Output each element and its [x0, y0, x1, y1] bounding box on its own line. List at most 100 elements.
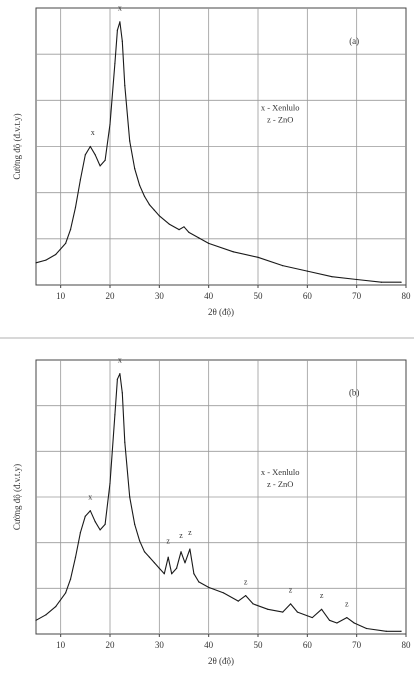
xrd-chart-a-svg: 10 20 30 40 50 60 70 80 x x (a) x - Xenlulo z - ZnO 2… [12, 4, 412, 317]
chart-b-data-point [167, 556, 169, 558]
chart-b-peak-label-x: x [118, 355, 122, 364]
chart-a-data-point [232, 251, 234, 253]
chart-b-peak-label-z: z [188, 528, 192, 537]
chart-a-data-point [282, 265, 284, 267]
chart-a-data-point [129, 140, 131, 142]
chart-b-data-point [163, 573, 165, 575]
chart-a-data-point [124, 84, 126, 87]
chart-a-data-point [94, 154, 96, 156]
chart-b-data-point [245, 595, 247, 597]
chart-b-data-point [35, 619, 37, 621]
chart-a-xtick-label-80: 80 [402, 291, 412, 301]
chart-a-xtick-label-70: 70 [352, 291, 362, 301]
chart-b-data-point [99, 529, 101, 531]
chart-b-data-point [171, 573, 173, 575]
xrd-chart-b: 10 20 30 40 50 60 70 80 x x z z z z z z z (b) x - Xenlulo z… [0, 342, 414, 684]
chart-a-data-point [198, 237, 200, 239]
chart-b-data-point [321, 608, 323, 610]
chart-a-data-point [178, 229, 180, 231]
chart-a-xtick-label-40: 40 [204, 291, 214, 301]
chart-a-xtick-label-10: 10 [56, 291, 66, 301]
chart-b-xtick-label-80: 80 [402, 640, 412, 650]
chart-b-data-point [124, 441, 126, 443]
chart-b-data-point [189, 548, 191, 550]
chart-b-xtick-label-40: 40 [204, 640, 214, 650]
chart-b-data-point [193, 573, 195, 575]
chart-a-data-point [380, 281, 382, 283]
chart-b-data-point [353, 622, 355, 624]
chart-b-data-point [180, 551, 182, 553]
chart-b-data-point [184, 562, 186, 564]
chart-b-xtick-label-60: 60 [303, 640, 313, 650]
chart-b-data-point [328, 619, 331, 621]
chart-a-data-point [45, 259, 47, 261]
chart-a-xtick-label-60: 60 [303, 291, 313, 301]
chart-a-data-point [79, 179, 81, 181]
chart-a-data-point [168, 223, 170, 225]
chart-a-data-point [139, 184, 141, 186]
chart-b-data-point [282, 611, 284, 613]
chart-b-y-axis-label: Cường độ (đ.v.t.y) [12, 464, 22, 530]
chart-a-data-point [89, 145, 91, 148]
panel-divider [0, 337, 414, 339]
chart-b-data-point [296, 611, 299, 613]
chart-b-xtick-label-30: 30 [155, 640, 165, 650]
chart-b-data-point [74, 556, 77, 558]
chart-b-series-line-0 [35, 373, 402, 632]
chart-b-peak-label-x: x [88, 492, 92, 501]
chart-a-xtick-label-20: 20 [106, 291, 116, 301]
chart-b-data-point [114, 414, 116, 416]
chart-b-data-point [45, 614, 47, 616]
chart-b-xtick-label-10: 10 [56, 640, 66, 650]
xrd-chart-a: 10 20 30 40 50 60 70 80 x x (a) x - Xenlulo z - ZnO 2… [0, 0, 414, 336]
chart-a-data-point [116, 29, 118, 31]
chart-b-data-point [158, 567, 160, 569]
chart-b-data-point [153, 562, 155, 564]
chart-a-data-point [134, 168, 136, 170]
chart-a-xtick-label-50: 50 [254, 291, 264, 301]
chart-b-data-point [89, 510, 91, 512]
chart-b-panel-label: (b) [349, 388, 360, 398]
chart-a-data-point [121, 40, 123, 42]
chart-b-data-point [237, 600, 239, 602]
chart-b-data-point [252, 603, 254, 605]
chart-b-data-point [365, 627, 368, 630]
chart-a-data-point [153, 209, 155, 211]
chart-b-data-point [79, 532, 81, 534]
chart-a-peak-label-x: x [118, 4, 122, 13]
chart-b-x-axis-label: 2θ (độ) [208, 656, 234, 666]
chart-a-peak-label-x: x [91, 128, 95, 137]
chart-b-peak-label-z: z [345, 599, 349, 608]
chart-b-peak-label-z: z [320, 591, 324, 600]
chart-b-legend-entry-1: z - ZnO [267, 479, 293, 489]
chart-a-data-point [208, 242, 210, 245]
chart-a-data-point [69, 229, 72, 231]
chart-b-data-point [121, 392, 123, 394]
chart-b-xtick-label-70: 70 [352, 640, 362, 650]
chart-a-data-point [188, 231, 190, 233]
chart-a-x-axis-label: 2θ (độ) [208, 307, 234, 317]
chart-a-data-point [257, 256, 259, 258]
chart-b-data-point [65, 592, 67, 594]
chart-b-legend-entry-0: x - Xenlulo [261, 467, 300, 477]
chart-b-data-point [311, 616, 313, 619]
chart-a-xtick-label-30: 30 [155, 291, 165, 301]
chart-b-data-point [109, 482, 111, 484]
chart-b-xtick-label-20: 20 [106, 640, 116, 650]
chart-b-data-point [55, 606, 57, 608]
chart-b-data-point [139, 540, 141, 542]
chart-b-data-point [336, 622, 338, 624]
chart-b-data-point [222, 592, 225, 594]
chart-b-data-point [208, 586, 210, 589]
chart-a-data-point [158, 215, 160, 217]
chart-b-data-point [84, 515, 86, 517]
chart-a-data-point [400, 281, 402, 283]
chart-b-data-point [116, 378, 118, 380]
chart-b-data-point [198, 581, 200, 583]
chart-a-data-point [114, 62, 116, 64]
chart-a-data-point [306, 270, 308, 272]
chart-b-data-point [94, 521, 96, 523]
chart-b-data-point [148, 556, 151, 558]
chart-b-data-point [129, 496, 131, 498]
